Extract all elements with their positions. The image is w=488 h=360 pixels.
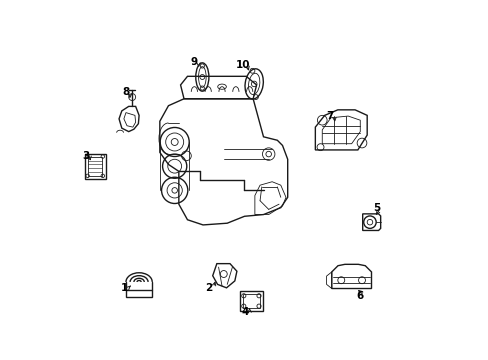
Text: 7: 7 bbox=[326, 111, 333, 121]
Text: 2: 2 bbox=[205, 283, 212, 293]
Text: 1: 1 bbox=[121, 283, 127, 293]
Text: 5: 5 bbox=[372, 203, 379, 213]
Text: 10: 10 bbox=[235, 60, 250, 70]
Text: 8: 8 bbox=[122, 87, 129, 97]
Text: 9: 9 bbox=[190, 58, 198, 67]
Text: 3: 3 bbox=[81, 152, 89, 162]
Text: 4: 4 bbox=[242, 307, 249, 317]
Text: 6: 6 bbox=[356, 291, 363, 301]
